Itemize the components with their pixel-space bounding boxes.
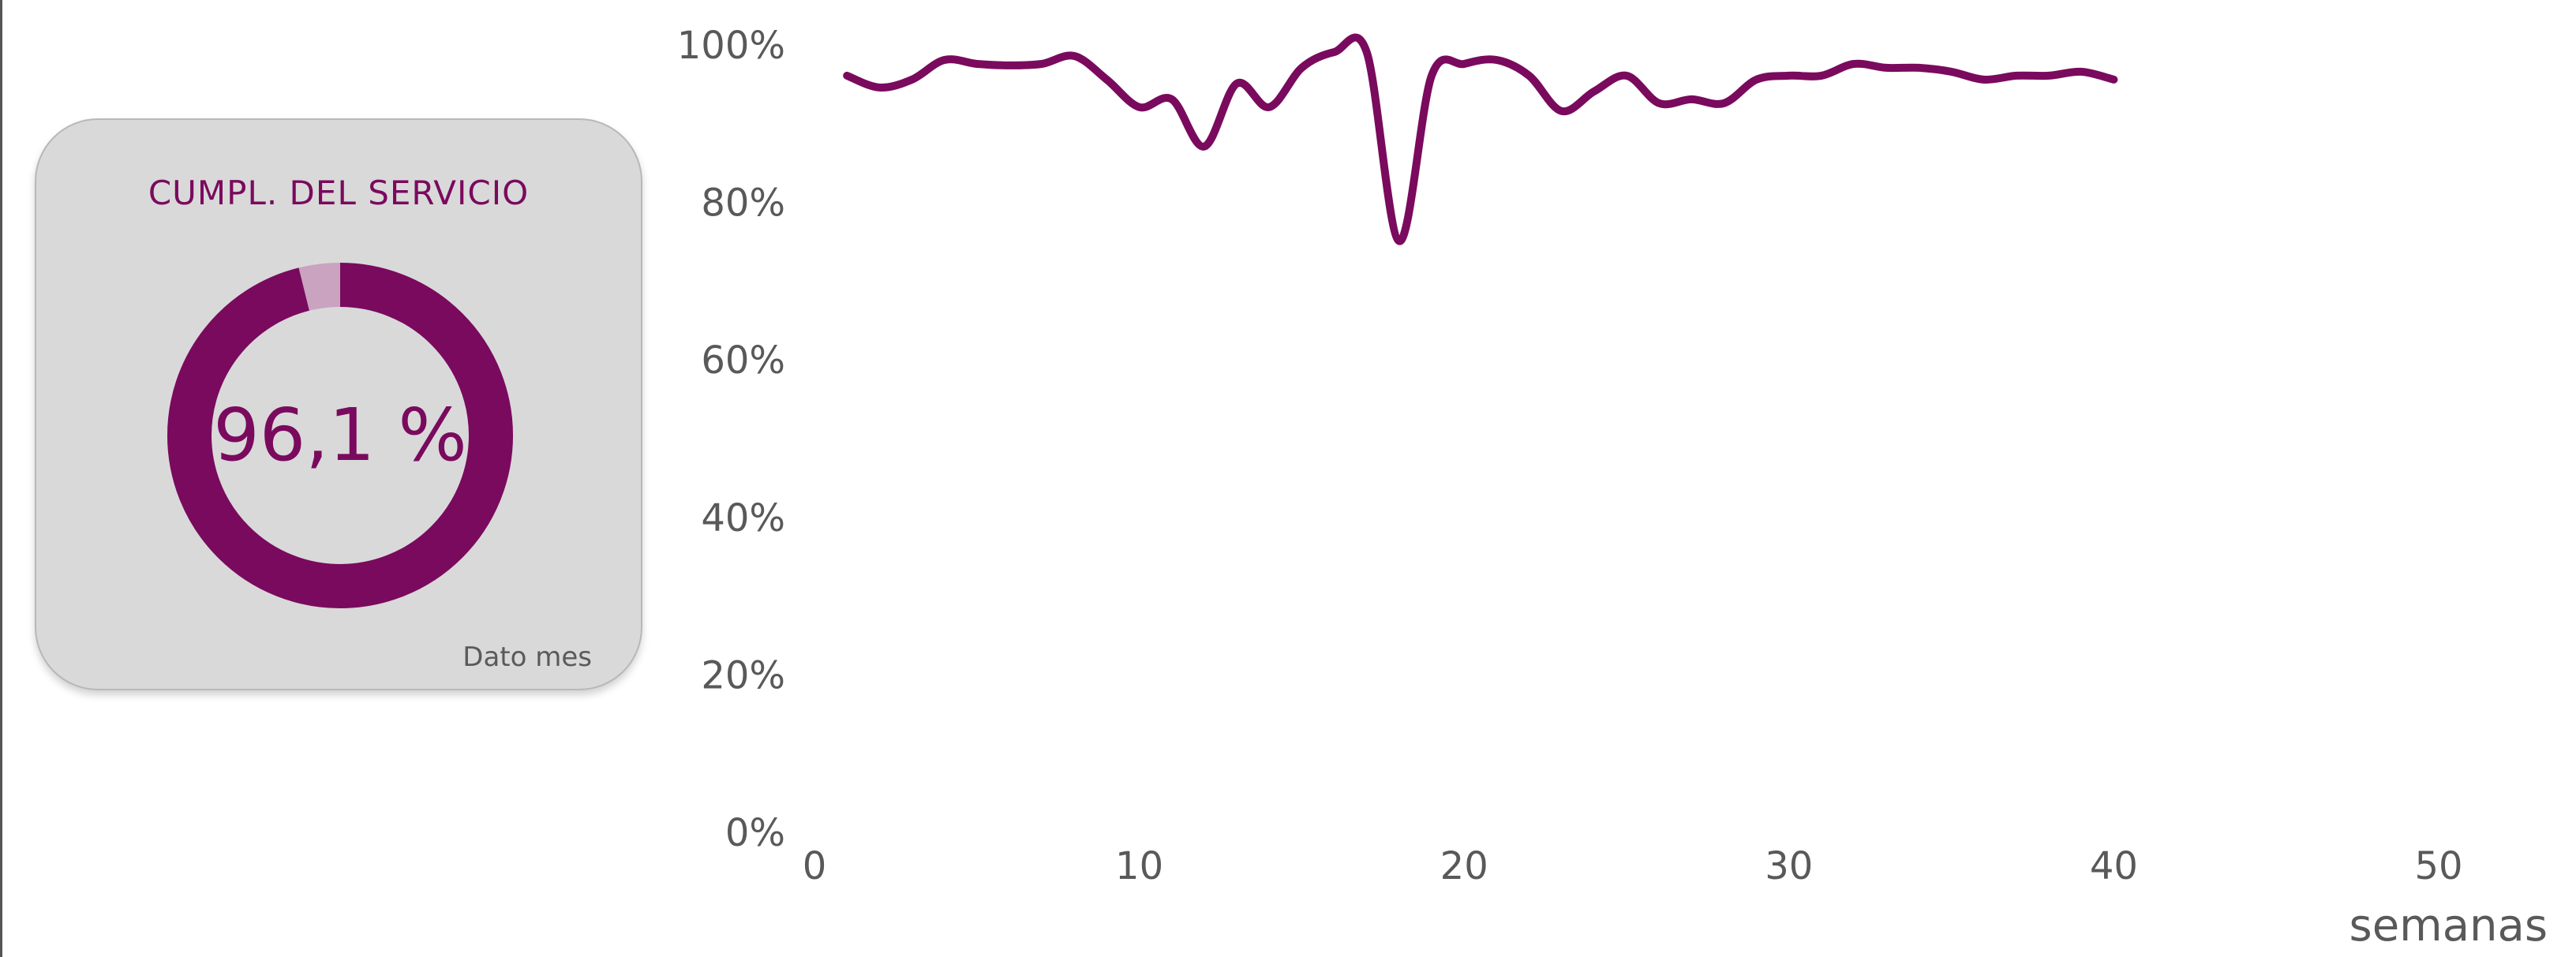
x-tick-label: 0	[803, 844, 827, 888]
x-axis-title: semanas	[2349, 900, 2548, 951]
kpi-title: CUMPL. DEL SERVICIO	[148, 174, 530, 212]
kpi-donut: 96,1 %	[167, 262, 514, 609]
y-tick-label: 40%	[701, 496, 785, 540]
x-tick-label: 10	[1115, 844, 1163, 888]
series-line	[843, 33, 2118, 245]
y-axis-ticks: 0% 20% 40% 60% 80% 100%	[677, 24, 785, 855]
donut-svg	[167, 263, 513, 608]
series-group	[843, 33, 2118, 245]
y-tick-label: 80%	[701, 181, 785, 226]
kpi-value: 96,1 %	[213, 393, 467, 477]
x-axis-ticks: 0 10 20 30 40 50	[803, 844, 2463, 888]
y-tick-label: 20%	[701, 653, 785, 697]
kpi-note: Dato mes	[462, 641, 592, 673]
kpi-card: CUMPL. DEL SERVICIO 96,1 % Dato mes	[35, 118, 642, 690]
y-tick-label: 100%	[677, 24, 785, 68]
y-tick-label: 60%	[701, 338, 785, 383]
x-tick-label: 30	[1765, 844, 1813, 888]
x-tick-label: 20	[1440, 844, 1488, 888]
x-tick-label: 50	[2414, 844, 2462, 888]
donut-value-arc	[167, 263, 513, 608]
left-border	[0, 0, 2, 957]
x-tick-label: 40	[2090, 844, 2138, 888]
y-tick-label: 0%	[725, 811, 785, 855]
